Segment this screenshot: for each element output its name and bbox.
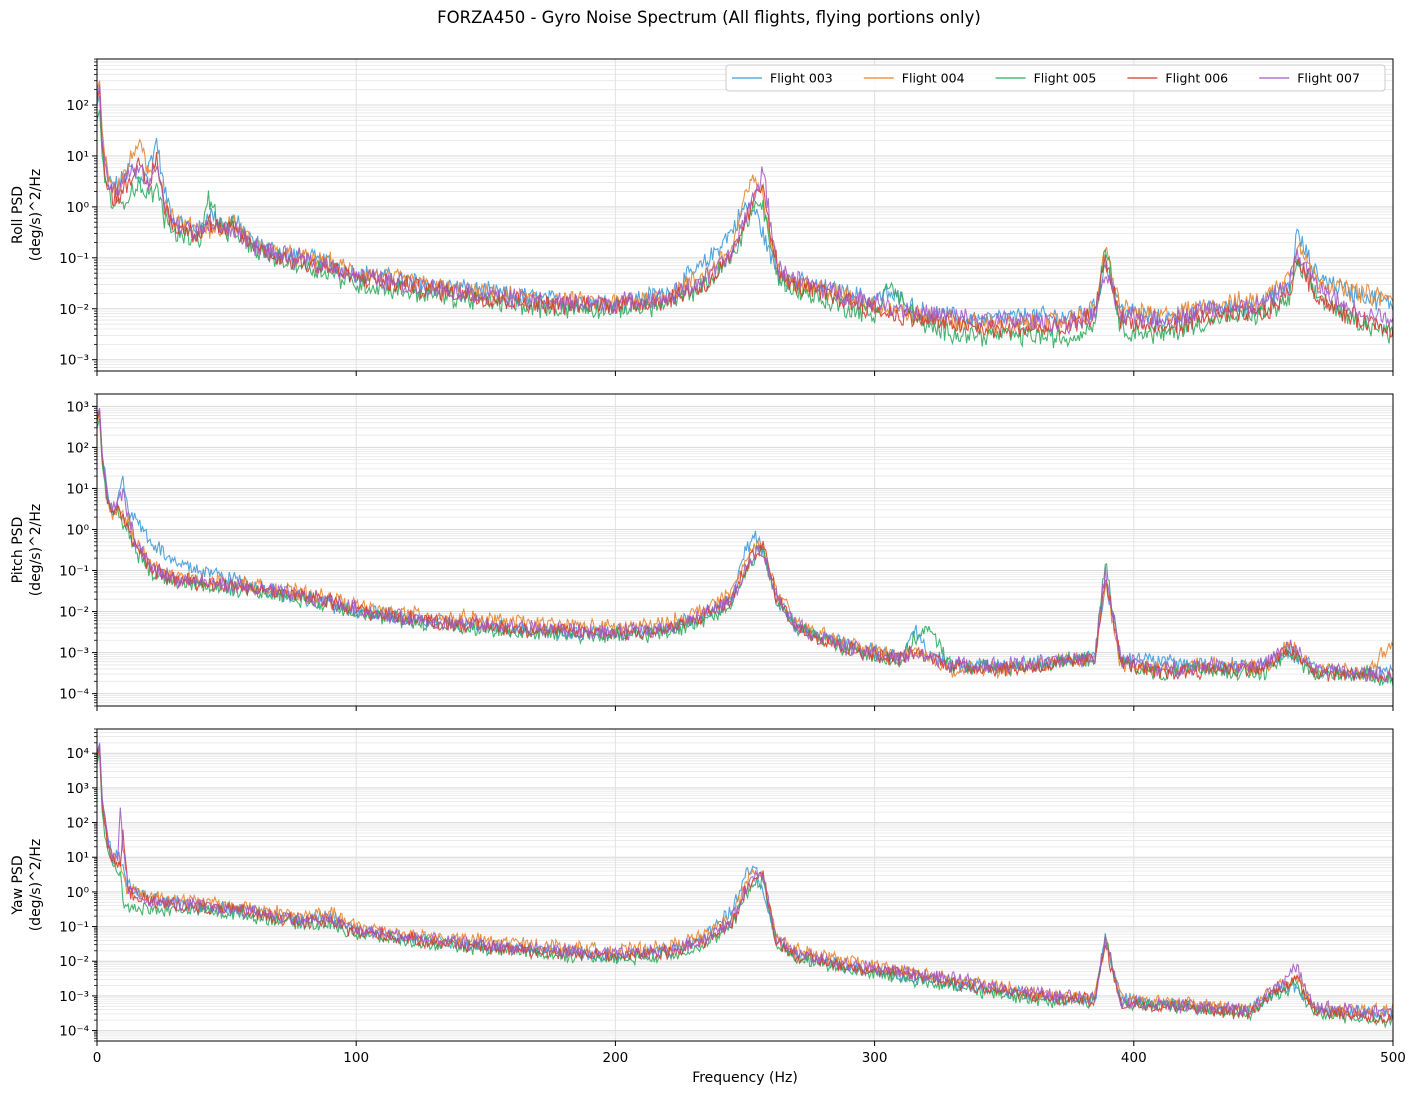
y-tick-label: 10³ — [66, 399, 89, 415]
legend-entry: Flight 005 — [1034, 71, 1097, 86]
y-axis-label: Pitch PSD — [10, 517, 26, 584]
y-axis-label: Roll PSD — [10, 186, 26, 244]
y-tick-label: 10⁻¹ — [59, 920, 89, 936]
y-tick-label: 10³ — [66, 781, 89, 797]
legend-box — [725, 64, 1386, 92]
y-tick-label: 10⁻³ — [59, 353, 89, 369]
y-tick-label: 10⁰ — [66, 885, 89, 901]
y-tick-label: 10⁰ — [66, 522, 89, 538]
y-tick-label: 10⁻² — [59, 605, 89, 621]
y-axis-label: (deg/s)^2/Hz — [28, 839, 44, 932]
series-group-roll — [97, 80, 1393, 349]
series-group-pitch — [97, 408, 1393, 687]
series-line-flight-007 — [97, 84, 1393, 336]
y-tick-label: 10² — [66, 816, 89, 832]
y-tick-label: 10⁻³ — [59, 989, 89, 1005]
x-tick-label: 200 — [603, 1050, 629, 1066]
y-tick-label: 10¹ — [66, 149, 89, 165]
panel-yaw: 0 100 200 300 400 500 10⁻⁴ 10⁻³ 10⁻² 10⁻¹ 10⁰ 10¹ 10… — [10, 728, 1406, 1066]
y-tick-label: 10⁻¹ — [59, 251, 89, 267]
y-tick-label: 10⁻⁴ — [59, 1024, 89, 1040]
figure-title: FORZA450 - Gyro Noise Spectrum (All flig… — [437, 8, 981, 27]
legend: Flight 003 Flight 004 Flight 005 Flight 006… — [725, 64, 1386, 92]
y-tick-label: 10¹ — [66, 850, 89, 866]
x-axis-label: Frequency (Hz) — [692, 1070, 798, 1086]
y-axis-label: Yaw PSD — [10, 855, 26, 915]
y-tick-label: 10⁻⁴ — [59, 687, 89, 703]
x-tick-label: 500 — [1380, 1050, 1406, 1066]
panel-pitch: 10⁻⁴ 10⁻³ 10⁻² 10⁻¹ 10⁰ 10¹ 10² 10³ Pitch PSD (de… — [10, 393, 1394, 711]
legend-entry: Flight 007 — [1297, 71, 1360, 86]
y-axis-label: (deg/s)^2/Hz — [28, 504, 44, 597]
series-line-flight-004 — [97, 746, 1393, 1019]
series-line-flight-003 — [97, 410, 1393, 681]
axes-frame — [96, 393, 1394, 707]
y-tick-label: 10² — [66, 440, 89, 456]
x-tick-label: 300 — [862, 1050, 888, 1066]
legend-entry: Flight 006 — [1165, 71, 1228, 86]
axes-frame — [96, 728, 1394, 1042]
y-tick-label: 10⁰ — [66, 200, 89, 216]
panel-roll: 10⁻³ 10⁻² 10⁻¹ 10⁰ 10¹ 10² Roll PSD (deg/s)^2/H… — [10, 58, 1394, 376]
y-tick-label: 10⁻³ — [59, 646, 89, 662]
y-tick-label: 10⁴ — [66, 746, 89, 762]
x-tick-label: 100 — [343, 1050, 369, 1066]
y-tick-label: 10¹ — [66, 481, 89, 497]
legend-entry: Flight 004 — [902, 71, 965, 86]
series-line-flight-007 — [97, 744, 1393, 1019]
y-tick-label: 10⁻¹ — [59, 564, 89, 580]
series-group-yaw — [97, 742, 1393, 1029]
series-line-flight-007 — [97, 408, 1393, 683]
y-tick-label: 10² — [66, 98, 89, 114]
y-axis-label: (deg/s)^2/Hz — [28, 169, 44, 262]
y-tick-label: 10⁻² — [59, 302, 89, 318]
y-tick-label: 10⁻² — [59, 954, 89, 970]
series-line-flight-005 — [97, 418, 1393, 687]
legend-entry: Flight 003 — [770, 71, 833, 86]
x-tick-label: 400 — [1121, 1050, 1147, 1066]
x-tick-label: 0 — [93, 1050, 102, 1066]
series-line-flight-006 — [97, 411, 1393, 683]
